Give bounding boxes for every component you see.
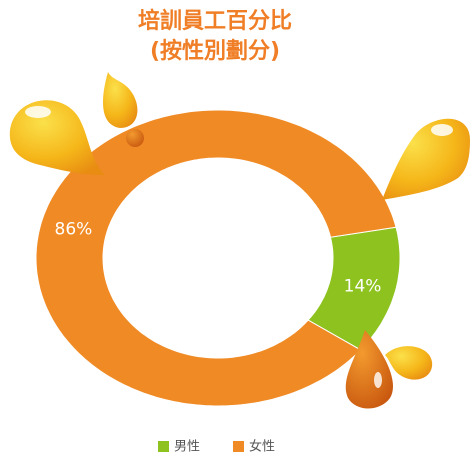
droplet	[382, 118, 470, 200]
donut: 14% 86%	[35, 109, 401, 407]
legend-swatch	[233, 441, 244, 452]
droplet	[103, 72, 138, 128]
chart-subtitle: (按性別劃分)	[150, 38, 280, 64]
droplet	[385, 346, 433, 380]
droplet	[345, 330, 393, 409]
droplet	[9, 100, 105, 175]
data-label: 14%	[344, 276, 382, 296]
decoration	[9, 72, 470, 409]
legend-label: 男性	[174, 440, 200, 455]
droplet-shine	[25, 106, 51, 118]
chart-title: 培訓員工百分比	[138, 8, 292, 34]
data-label: 86%	[55, 220, 93, 240]
donut-slice	[35, 109, 397, 407]
droplet	[126, 129, 144, 147]
legend: 男性 女性	[158, 439, 275, 455]
droplet-shine	[431, 124, 453, 136]
droplet-shine	[374, 372, 382, 388]
legend-label: 女性	[249, 439, 275, 455]
legend-swatch	[158, 441, 169, 452]
